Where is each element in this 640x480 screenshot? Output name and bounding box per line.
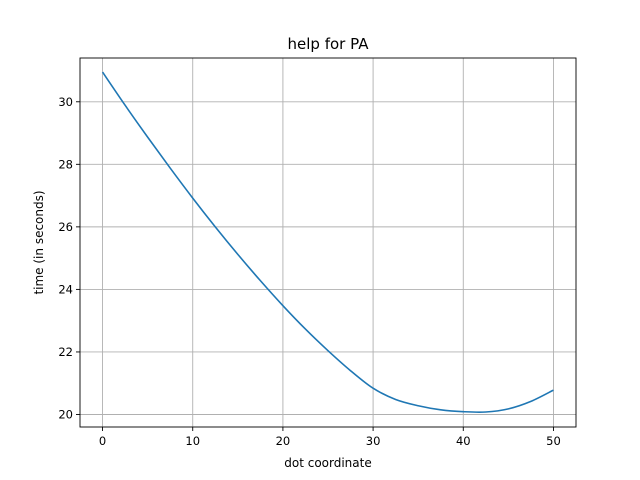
x-tick-label: 20 (276, 434, 291, 448)
y-tick-label: 24 (58, 282, 73, 296)
y-tick-label: 28 (58, 157, 73, 171)
y-axis-label: time (in seconds) (32, 190, 46, 294)
y-tick-label: 20 (58, 407, 73, 421)
y-tick-label: 26 (58, 220, 73, 234)
series-layer (101, 71, 554, 413)
x-axis-ticks: 0 10 20 30 40 50 (99, 427, 561, 448)
plot-frame (79, 57, 577, 428)
x-tick-label: 50 (546, 434, 561, 448)
x-tick-label: 30 (366, 434, 381, 448)
grid (80, 58, 576, 427)
y-tick-label: 22 (58, 345, 73, 359)
x-tick-label: 40 (456, 434, 471, 448)
x-tick-label: 10 (185, 434, 200, 448)
y-axis-ticks: 20 22 24 26 28 30 (58, 95, 80, 421)
series-line (101, 71, 554, 413)
x-tick-label: 0 (99, 434, 106, 448)
chart-title: help for PA (288, 35, 370, 53)
y-tick-label: 30 (58, 95, 73, 109)
x-axis-label: dot coordinate (284, 456, 371, 470)
